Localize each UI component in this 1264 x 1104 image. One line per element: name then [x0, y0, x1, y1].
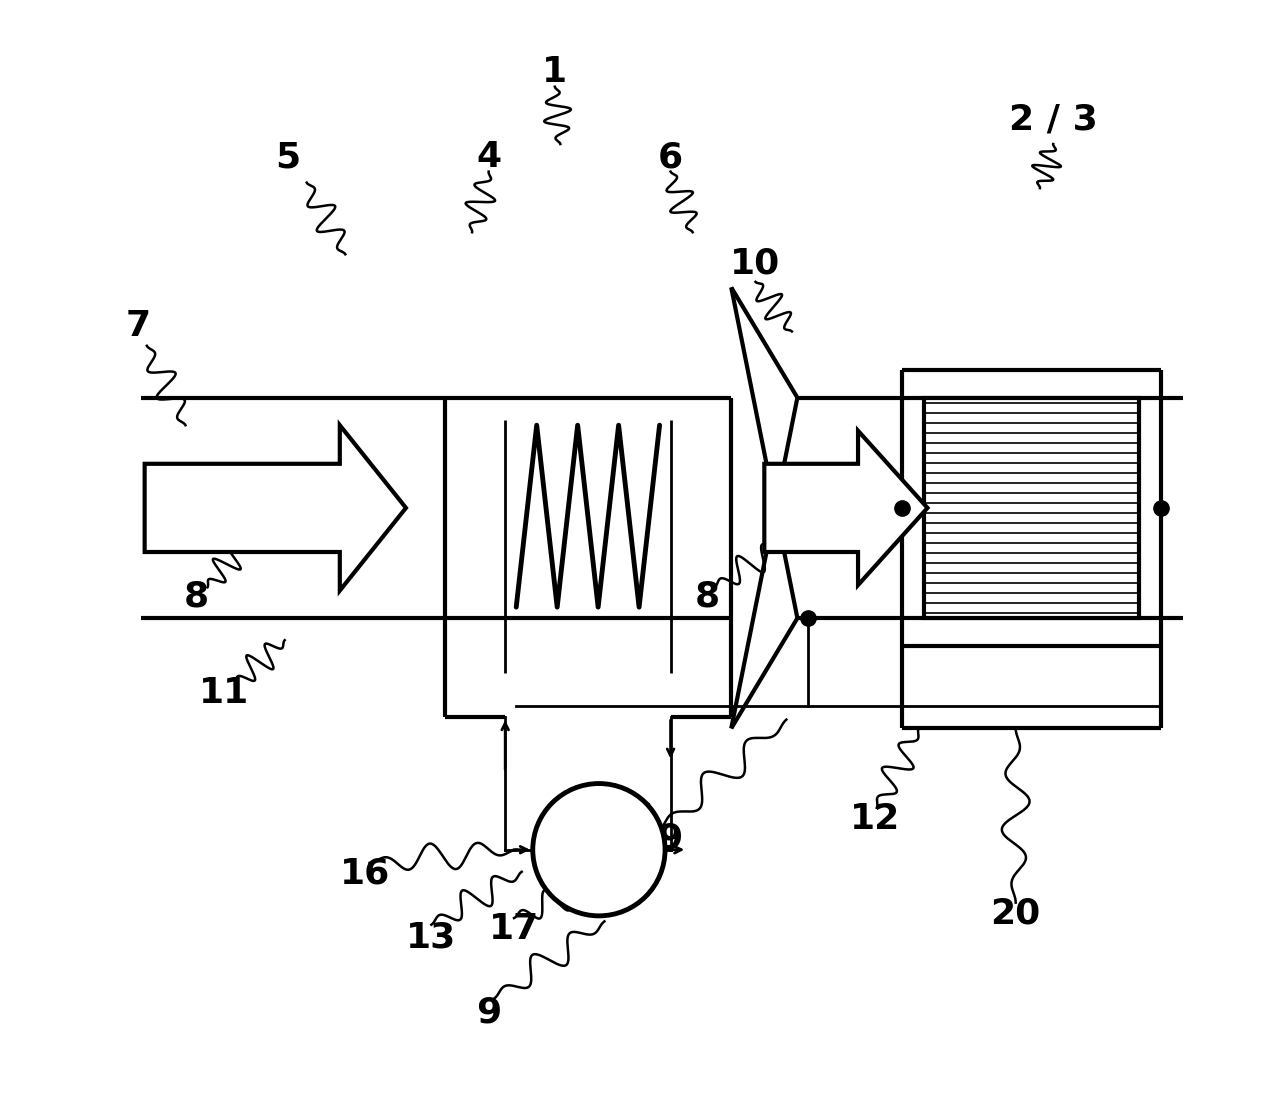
Text: 12: 12	[849, 802, 900, 836]
Text: 1: 1	[542, 55, 568, 89]
Text: 5: 5	[276, 140, 301, 174]
Bar	[924, 397, 1139, 618]
Text: 19: 19	[635, 821, 685, 856]
Text: 8: 8	[694, 580, 719, 613]
Text: 7: 7	[125, 309, 150, 343]
Text: 11: 11	[198, 676, 249, 710]
Polygon shape	[144, 425, 406, 591]
Text: 16: 16	[340, 857, 391, 891]
Text: 4: 4	[477, 140, 502, 174]
Text: 20: 20	[991, 896, 1040, 931]
Circle shape	[532, 784, 665, 916]
Polygon shape	[765, 431, 928, 585]
Text: 17: 17	[489, 912, 540, 946]
Text: 13: 13	[406, 921, 456, 955]
Text: 10: 10	[731, 246, 781, 280]
Text: 2 / 3: 2 / 3	[1009, 103, 1097, 137]
Text: 9: 9	[477, 996, 502, 1030]
Text: 8: 8	[183, 580, 209, 613]
Text: 6: 6	[659, 140, 683, 174]
